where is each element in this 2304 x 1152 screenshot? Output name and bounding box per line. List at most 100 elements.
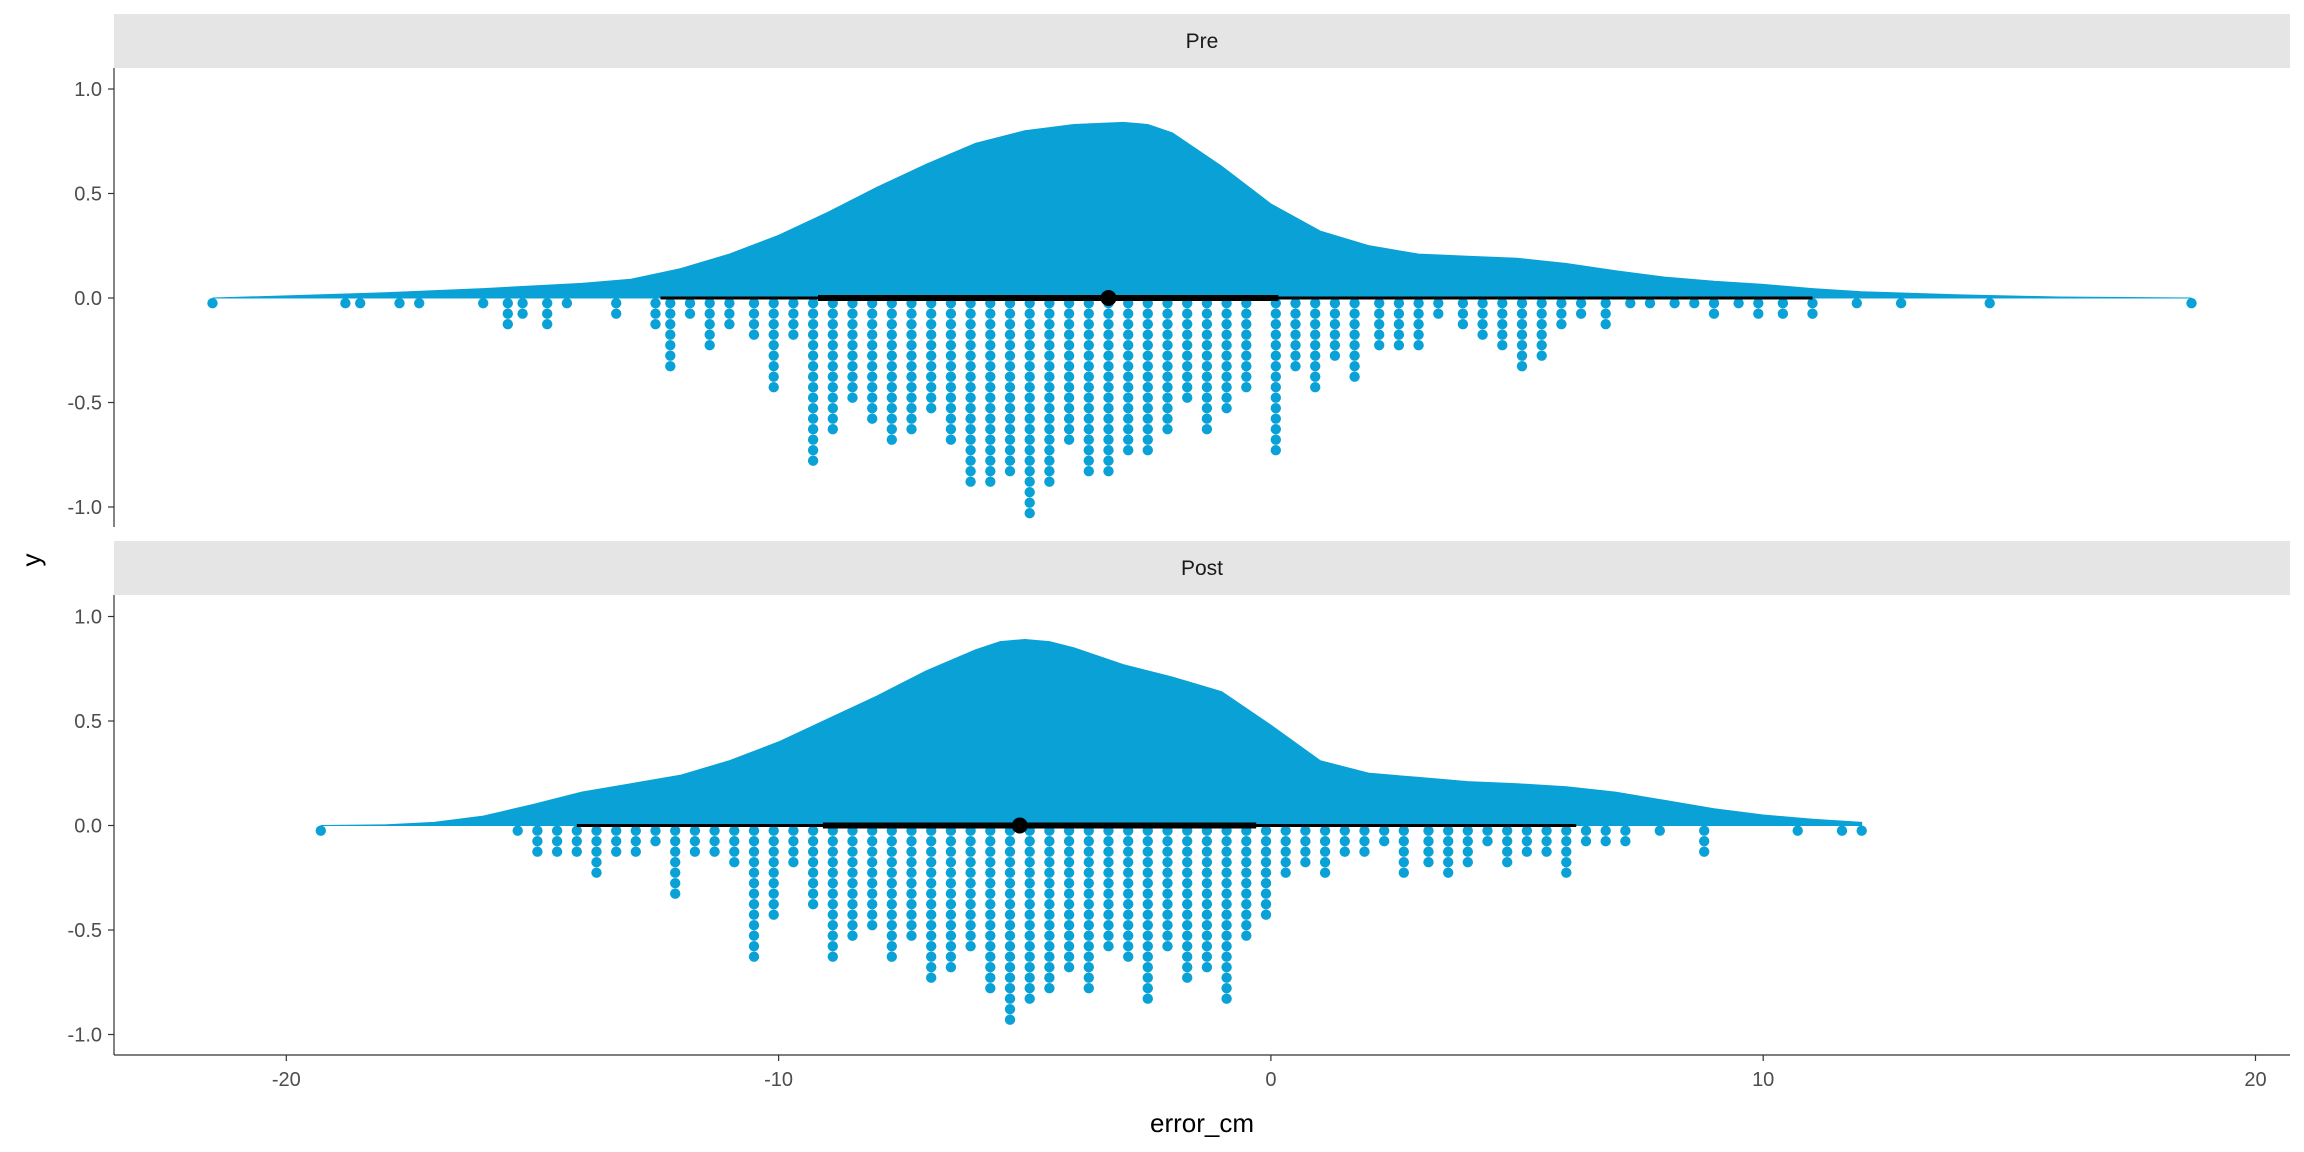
data-point bbox=[1201, 392, 1213, 403]
data-point bbox=[886, 434, 897, 445]
data-point bbox=[1044, 361, 1055, 372]
data-point bbox=[1142, 888, 1154, 899]
data-point bbox=[827, 308, 838, 319]
data-point bbox=[926, 836, 937, 847]
data-point bbox=[1536, 329, 1547, 340]
data-point bbox=[1497, 319, 1508, 330]
data-point bbox=[807, 857, 819, 868]
data-point bbox=[1024, 836, 1035, 847]
data-point bbox=[1044, 983, 1055, 994]
data-point bbox=[886, 857, 897, 868]
data-point bbox=[1182, 920, 1193, 931]
data-point bbox=[886, 899, 897, 910]
data-point bbox=[827, 350, 838, 361]
data-point bbox=[1162, 941, 1173, 952]
data-point bbox=[788, 319, 799, 330]
data-point bbox=[1083, 403, 1095, 414]
x-tick-label: 10 bbox=[1752, 1069, 1774, 1091]
data-point bbox=[1044, 909, 1055, 920]
data-point bbox=[945, 371, 957, 382]
data-point bbox=[1044, 371, 1055, 382]
data-point bbox=[1044, 413, 1055, 424]
data-point bbox=[1063, 434, 1075, 445]
data-point bbox=[1044, 455, 1055, 466]
data-point bbox=[394, 298, 405, 309]
data-point bbox=[886, 888, 897, 899]
data-point bbox=[1241, 930, 1252, 941]
data-point bbox=[768, 298, 779, 309]
data-point bbox=[1142, 361, 1154, 372]
y-axis-pre: 1.0 0.5 0.0 -0.5 -1.0 bbox=[68, 68, 115, 527]
data-point bbox=[1162, 857, 1173, 868]
data-point bbox=[1004, 445, 1016, 456]
median-point bbox=[1100, 290, 1117, 306]
data-point bbox=[1083, 371, 1095, 382]
data-point bbox=[965, 403, 976, 414]
data-point bbox=[788, 846, 799, 857]
data-point bbox=[945, 319, 957, 330]
data-point bbox=[630, 846, 641, 857]
data-point bbox=[748, 899, 760, 910]
data-point bbox=[1103, 392, 1114, 403]
data-point bbox=[965, 857, 976, 868]
data-point bbox=[965, 909, 976, 920]
data-point bbox=[748, 951, 760, 962]
data-point bbox=[867, 392, 878, 403]
data-point bbox=[689, 825, 701, 836]
data-point bbox=[1083, 434, 1095, 445]
data-point bbox=[1123, 319, 1134, 330]
data-point bbox=[1413, 329, 1424, 340]
data-point bbox=[1024, 382, 1035, 393]
data-point bbox=[1600, 308, 1611, 319]
data-point bbox=[867, 361, 878, 372]
data-point bbox=[670, 878, 681, 889]
data-point bbox=[945, 909, 957, 920]
data-point bbox=[985, 476, 996, 487]
y-tick-label: -1.0 bbox=[68, 1025, 102, 1047]
data-point bbox=[1393, 308, 1405, 319]
data-point bbox=[1044, 920, 1055, 931]
data-point bbox=[1044, 319, 1055, 330]
data-point bbox=[926, 371, 937, 382]
data-point bbox=[684, 298, 696, 309]
data-point bbox=[1536, 298, 1547, 309]
data-point bbox=[1182, 888, 1193, 899]
data-point bbox=[1024, 497, 1035, 508]
data-point bbox=[1103, 888, 1114, 899]
data-point bbox=[867, 899, 878, 910]
data-point bbox=[1580, 825, 1592, 836]
data-point bbox=[1004, 413, 1016, 424]
data-point bbox=[1044, 972, 1055, 983]
data-point bbox=[1241, 836, 1252, 847]
data-point bbox=[1142, 951, 1154, 962]
data-point bbox=[1142, 878, 1154, 889]
data-point bbox=[1280, 867, 1291, 878]
data-point bbox=[665, 319, 676, 330]
data-point bbox=[945, 857, 957, 868]
data-point bbox=[1044, 445, 1055, 456]
data-point bbox=[1516, 298, 1528, 309]
data-point bbox=[965, 382, 976, 393]
data-point bbox=[768, 899, 779, 910]
data-point bbox=[985, 403, 996, 414]
data-point bbox=[1600, 298, 1611, 309]
data-point bbox=[827, 878, 838, 889]
data-point bbox=[1329, 319, 1341, 330]
data-point bbox=[1339, 846, 1351, 857]
data-point bbox=[1162, 878, 1173, 889]
data-point bbox=[748, 308, 760, 319]
data-point bbox=[1083, 951, 1095, 962]
data-point bbox=[965, 466, 976, 477]
data-point bbox=[1516, 361, 1528, 372]
data-point bbox=[827, 424, 838, 435]
data-point bbox=[1044, 382, 1055, 393]
data-point bbox=[1103, 857, 1114, 868]
data-point bbox=[926, 962, 937, 973]
data-point bbox=[1142, 899, 1154, 910]
y-tick-label: 1.0 bbox=[74, 79, 102, 101]
data-point bbox=[1575, 308, 1587, 319]
data-point bbox=[1044, 857, 1055, 868]
data-point bbox=[985, 930, 996, 941]
data-point bbox=[1201, 962, 1213, 973]
data-point bbox=[867, 888, 878, 899]
